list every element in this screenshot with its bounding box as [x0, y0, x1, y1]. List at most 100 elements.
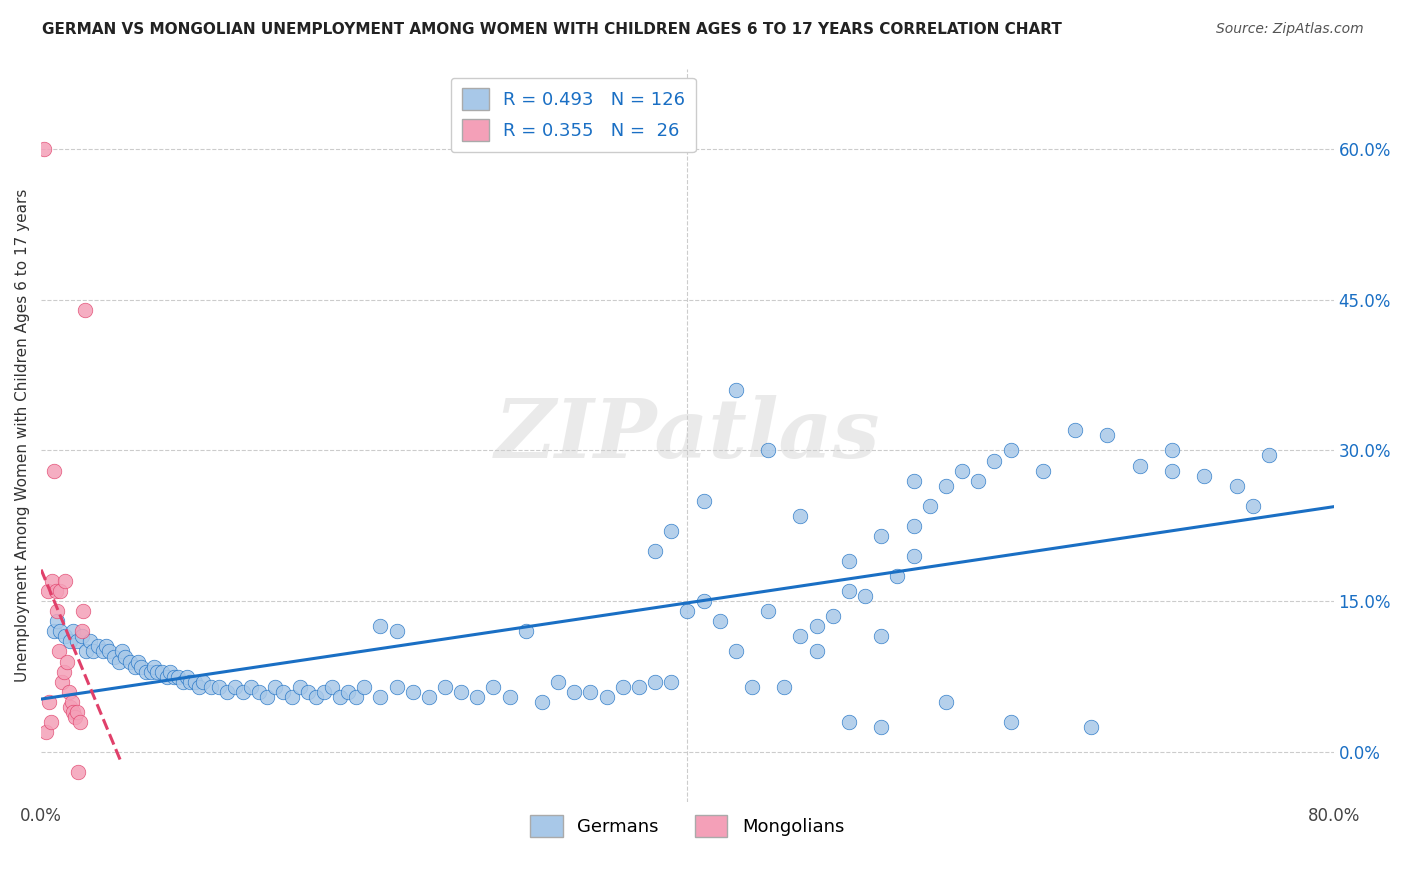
Point: [176, 670, 198, 684]
Point: [983, 453, 1005, 467]
Point: [62, 705, 84, 719]
Point: [52, 665, 75, 679]
Point: [821, 609, 844, 624]
Point: [51, 674, 73, 689]
Point: [935, 478, 957, 492]
Point: [118, 655, 141, 669]
Text: GERMAN VS MONGOLIAN UNEMPLOYMENT AMONG WOMEN WITH CHILDREN AGES 6 TO 17 YEARS CO: GERMAN VS MONGOLIAN UNEMPLOYMENT AMONG W…: [42, 22, 1062, 37]
Point: [39, 714, 62, 729]
Point: [1226, 478, 1249, 492]
Point: [450, 684, 472, 698]
Point: [91, 644, 114, 658]
Point: [789, 508, 811, 523]
Point: [741, 680, 763, 694]
Point: [838, 584, 860, 599]
Point: [344, 690, 367, 704]
Point: [418, 690, 440, 704]
Point: [789, 629, 811, 643]
Point: [644, 544, 666, 558]
Point: [200, 680, 222, 694]
Point: [60, 695, 83, 709]
Point: [1258, 449, 1281, 463]
Point: [903, 549, 925, 563]
Point: [1064, 423, 1087, 437]
Point: [1000, 714, 1022, 729]
Point: [98, 644, 121, 658]
Point: [321, 680, 343, 694]
Point: [48, 644, 70, 658]
Point: [34, 142, 56, 156]
Point: [547, 674, 569, 689]
Point: [183, 674, 205, 689]
Point: [870, 529, 893, 543]
Point: [73, 302, 96, 317]
Point: [467, 690, 489, 704]
Point: [208, 680, 231, 694]
Point: [86, 640, 108, 654]
Point: [627, 680, 650, 694]
Text: ZIPatlas: ZIPatlas: [495, 395, 880, 475]
Text: Source: ZipAtlas.com: Source: ZipAtlas.com: [1216, 22, 1364, 37]
Point: [402, 684, 425, 698]
Point: [1097, 428, 1119, 442]
Point: [498, 690, 520, 704]
Point: [159, 665, 181, 679]
Point: [676, 604, 699, 618]
Point: [191, 674, 214, 689]
Point: [838, 554, 860, 568]
Point: [756, 443, 779, 458]
Point: [1161, 464, 1184, 478]
Point: [1241, 499, 1264, 513]
Point: [59, 699, 82, 714]
Point: [353, 680, 375, 694]
Point: [562, 684, 585, 698]
Y-axis label: Unemployment Among Women with Children Ages 6 to 17 years: Unemployment Among Women with Children A…: [15, 189, 30, 682]
Point: [273, 684, 295, 698]
Point: [1032, 464, 1054, 478]
Point: [659, 674, 682, 689]
Point: [692, 493, 714, 508]
Point: [162, 670, 184, 684]
Point: [127, 655, 149, 669]
Point: [75, 644, 97, 658]
Point: [150, 665, 173, 679]
Point: [62, 624, 84, 639]
Point: [853, 589, 876, 603]
Legend: Germans, Mongolians: Germans, Mongolians: [523, 808, 852, 845]
Point: [1161, 443, 1184, 458]
Point: [69, 714, 91, 729]
Point: [94, 640, 117, 654]
Point: [370, 619, 392, 633]
Point: [49, 584, 72, 599]
Point: [46, 604, 69, 618]
Point: [59, 634, 82, 648]
Point: [950, 464, 973, 478]
Point: [232, 684, 254, 698]
Point: [1000, 443, 1022, 458]
Point: [135, 665, 157, 679]
Point: [103, 649, 125, 664]
Point: [247, 684, 270, 698]
Point: [79, 634, 101, 648]
Point: [530, 695, 553, 709]
Point: [240, 680, 263, 694]
Point: [67, 765, 90, 780]
Point: [579, 684, 602, 698]
Point: [903, 519, 925, 533]
Point: [370, 690, 392, 704]
Point: [143, 659, 166, 673]
Point: [72, 604, 94, 618]
Point: [724, 644, 747, 658]
Point: [215, 684, 238, 698]
Point: [692, 594, 714, 608]
Point: [66, 634, 89, 648]
Point: [515, 624, 537, 639]
Point: [935, 695, 957, 709]
Point: [1129, 458, 1152, 473]
Point: [56, 655, 79, 669]
Point: [107, 655, 129, 669]
Point: [756, 604, 779, 618]
Point: [886, 569, 908, 583]
Point: [53, 574, 76, 589]
Point: [773, 680, 796, 694]
